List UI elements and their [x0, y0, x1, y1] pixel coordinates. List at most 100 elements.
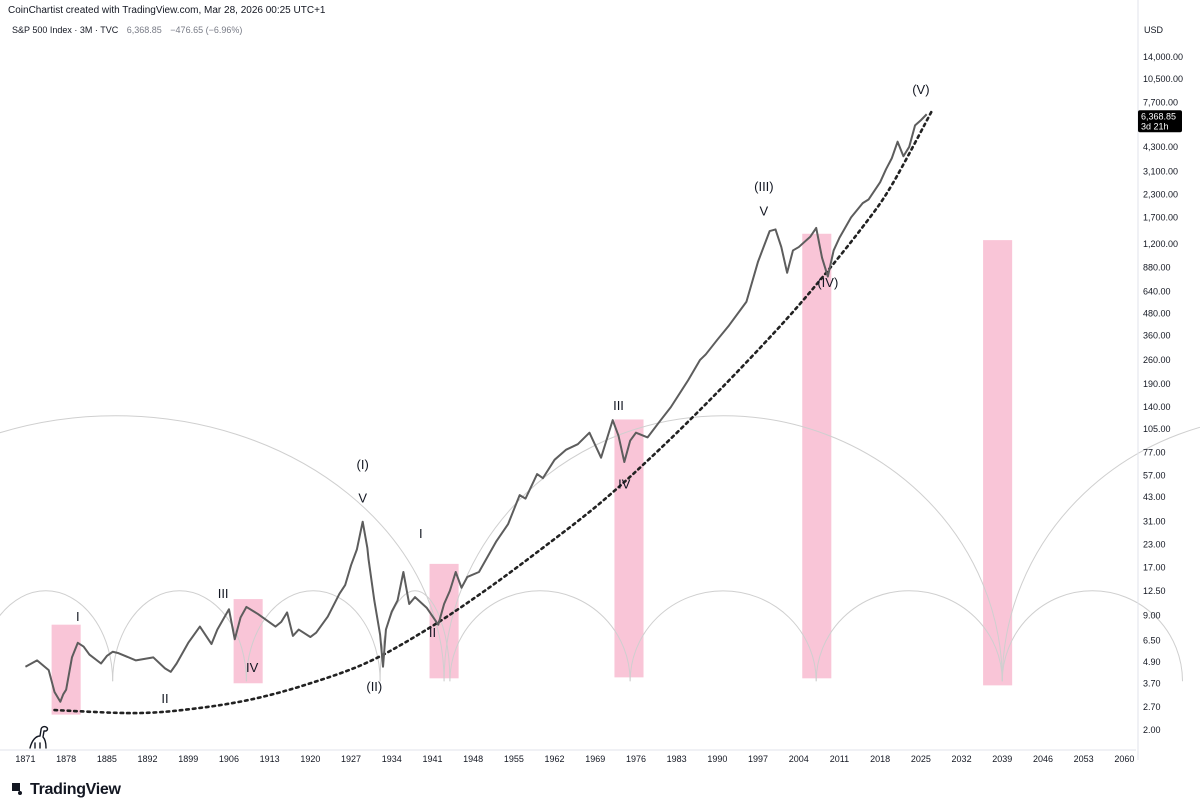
highlight-zone-3: [429, 563, 459, 679]
y-tick: 9.00: [1143, 611, 1161, 621]
x-tick-1983: 1983: [667, 754, 687, 764]
highlight-zone-6: [983, 240, 1013, 686]
y-tick: 2.00: [1143, 725, 1161, 735]
wave-label-10: III: [613, 398, 624, 413]
highlight-zone-1: [51, 624, 81, 715]
x-tick-1934: 1934: [382, 754, 402, 764]
x-tick-1899: 1899: [178, 754, 198, 764]
x-tick-2053: 2053: [1074, 754, 1094, 764]
y-tick: 880.00: [1143, 262, 1171, 272]
y-tick: 1,200.00: [1143, 239, 1178, 249]
x-tick-1913: 1913: [260, 754, 280, 764]
x-tick-1871: 1871: [15, 754, 35, 764]
wave-label-5: (I): [357, 457, 369, 472]
wave-label-12: (III): [754, 179, 774, 194]
y-tick: 14,000.00: [1143, 52, 1183, 62]
y-tick: 140.00: [1143, 402, 1171, 412]
x-tick-1941: 1941: [422, 754, 442, 764]
y-tick: 43.00: [1143, 492, 1166, 502]
y-tick: 260.00: [1143, 355, 1171, 365]
x-tick-1885: 1885: [97, 754, 117, 764]
cycle-arcs: [0, 416, 1200, 682]
x-tick-1969: 1969: [585, 754, 605, 764]
chart-credit: CoinChartist created with TradingView.co…: [8, 5, 326, 16]
currency-label[interactable]: USD: [1144, 25, 1164, 35]
y-tick: 2,300.00: [1143, 189, 1178, 199]
x-tick-1962: 1962: [545, 754, 565, 764]
wave-label-1: I: [76, 609, 80, 624]
price-line: [24, 113, 928, 703]
brand-name: TradingView: [30, 781, 121, 798]
y-tick: 2.70: [1143, 702, 1161, 712]
wave-label-8: I: [419, 526, 423, 541]
price-axis: 14,000.00 10,500.00 7,700.00 4,300.00 3,100.…: [1137, 0, 1183, 760]
wave-label-11: IV: [618, 476, 631, 491]
x-tick-2018: 2018: [870, 754, 890, 764]
time-axis: 1871 1878 1885 1892 1899 1906 1913 1920 1927 1934…: [0, 749, 1136, 764]
x-tick-2004: 2004: [789, 754, 809, 764]
symbol-legend[interactable]: S&P 500 Index · 3M · TVC 6,368.85 −476.6…: [12, 25, 242, 35]
x-tick-1997: 1997: [748, 754, 768, 764]
price-series: [24, 113, 928, 703]
wave-label-9: II: [429, 625, 436, 640]
cycle-arc-small-4: [379, 590, 451, 682]
x-tick-1878: 1878: [56, 754, 76, 764]
cycle-arc-large-1: [0, 415, 445, 682]
cycle-arc-small-3: [245, 590, 381, 682]
x-tick-2046: 2046: [1033, 754, 1053, 764]
cycle-arc-small-6: [629, 590, 817, 682]
y-tick: 12.50: [1143, 586, 1166, 596]
y-tick: 640.00: [1143, 287, 1171, 297]
cycle-arc-small-8: [1001, 590, 1184, 682]
highlight-zone-5: [802, 233, 832, 679]
x-tick-1955: 1955: [504, 754, 524, 764]
wave-label-6: V: [358, 490, 367, 505]
cycle-arc-large-2: [443, 415, 1003, 682]
price-tag: 6,368.85 3d 21h: [1138, 110, 1182, 133]
cycle-arc-small-7: [815, 590, 1003, 682]
x-tick-1976: 1976: [626, 754, 646, 764]
cycle-arc-small-5: [449, 590, 631, 682]
x-tick-2032: 2032: [952, 754, 972, 764]
x-tick-1990: 1990: [707, 754, 727, 764]
y-tick: 57.00: [1143, 470, 1166, 480]
price-change: −476.65 (−6.96%): [170, 25, 243, 35]
dinosaur-icon: [29, 725, 49, 749]
y-tick: 31.00: [1143, 517, 1166, 527]
y-tick: 7,700.00: [1143, 98, 1178, 108]
y-tick: 3,100.00: [1143, 167, 1178, 177]
y-tick: 190.00: [1143, 379, 1171, 389]
tradingview-logo-icon: [12, 783, 26, 797]
y-tick: 10,500.00: [1143, 74, 1183, 84]
y-tick: 6.50: [1143, 635, 1161, 645]
symbol-name: S&P 500 Index · 3M · TVC: [12, 25, 119, 35]
wave-label-3: III: [218, 586, 229, 601]
cycle-arc-small-2: [112, 590, 247, 682]
y-tick: 1,700.00: [1143, 212, 1178, 222]
x-tick-1920: 1920: [300, 754, 320, 764]
highlight-zones: [51, 233, 1013, 715]
trend-curve: [53, 108, 934, 715]
y-tick: 105.00: [1143, 424, 1171, 434]
tradingview-brand[interactable]: TradingView: [12, 778, 121, 802]
last-price: 6,368.85: [126, 25, 162, 35]
wave-label-15: (V): [912, 82, 929, 97]
wave-label-4: IV: [246, 660, 259, 675]
y-tick: 360.00: [1143, 330, 1171, 340]
wave-label-13: V: [760, 204, 769, 219]
wave-label-14: (IV): [817, 275, 838, 290]
x-tick-1892: 1892: [138, 754, 158, 764]
wave-label-2: II: [161, 691, 168, 706]
x-tick-2025: 2025: [911, 754, 931, 764]
y-tick: 23.00: [1143, 539, 1166, 549]
highlight-zone-4: [614, 419, 644, 678]
y-tick: 3.70: [1143, 678, 1161, 688]
trend-curve-line: [53, 108, 934, 715]
cycle-arc-small-1: [0, 590, 114, 682]
y-tick: 77.00: [1143, 448, 1166, 458]
x-tick-2039: 2039: [992, 754, 1012, 764]
cycle-arc-large-3: [1002, 416, 1200, 682]
x-tick-1906: 1906: [219, 754, 239, 764]
